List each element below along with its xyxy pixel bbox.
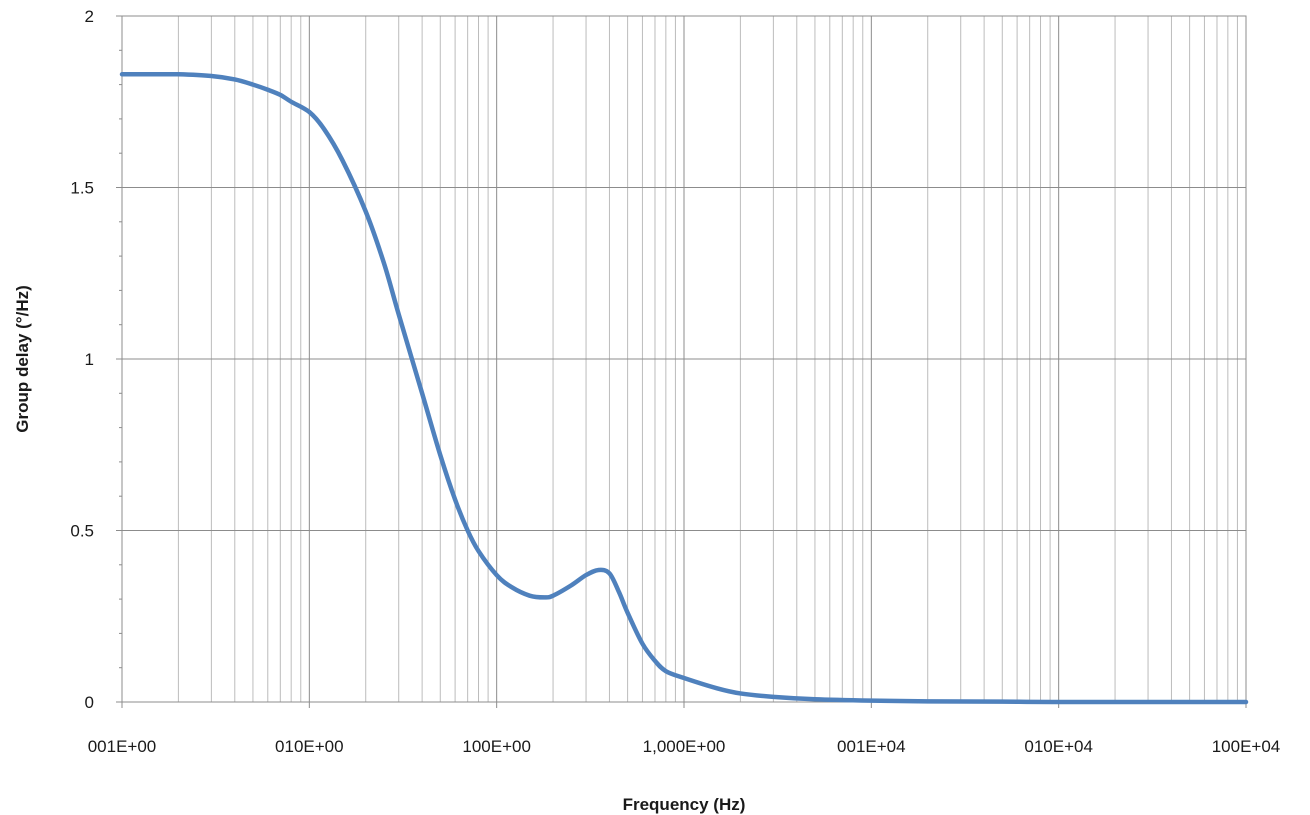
x-tick-label: 100E+00	[462, 737, 531, 756]
y-tick-label: 1.5	[70, 179, 94, 198]
x-tick-label: 100E+04	[1212, 737, 1281, 756]
y-tick-label: 0.5	[70, 522, 94, 541]
series-line	[119, 71, 1249, 705]
x-tick-label: 1,000E+00	[643, 737, 726, 756]
y-axis-title: Group delay (°/Hz)	[13, 285, 32, 433]
major-gridlines	[116, 15, 1247, 708]
y-tick-label: 2	[85, 7, 94, 26]
x-axis-title: Frequency (Hz)	[623, 795, 746, 814]
x-tick-label: 010E+04	[1024, 737, 1093, 756]
x-tick-label: 010E+00	[275, 737, 344, 756]
y-tick-label: 1	[85, 350, 94, 369]
x-tick-label: 001E+00	[88, 737, 157, 756]
y-tick-label: 0	[85, 693, 94, 712]
series-layer	[119, 71, 1249, 705]
x-tick-labels: 001E+00 010E+00 100E+00 1,000E+00 001E+04 010…	[88, 737, 1281, 756]
y-tick-labels: 0 0.5 1 1.5 2	[70, 7, 94, 712]
plot-area-frame	[121, 15, 1247, 703]
x-tick-label: 001E+04	[837, 737, 906, 756]
